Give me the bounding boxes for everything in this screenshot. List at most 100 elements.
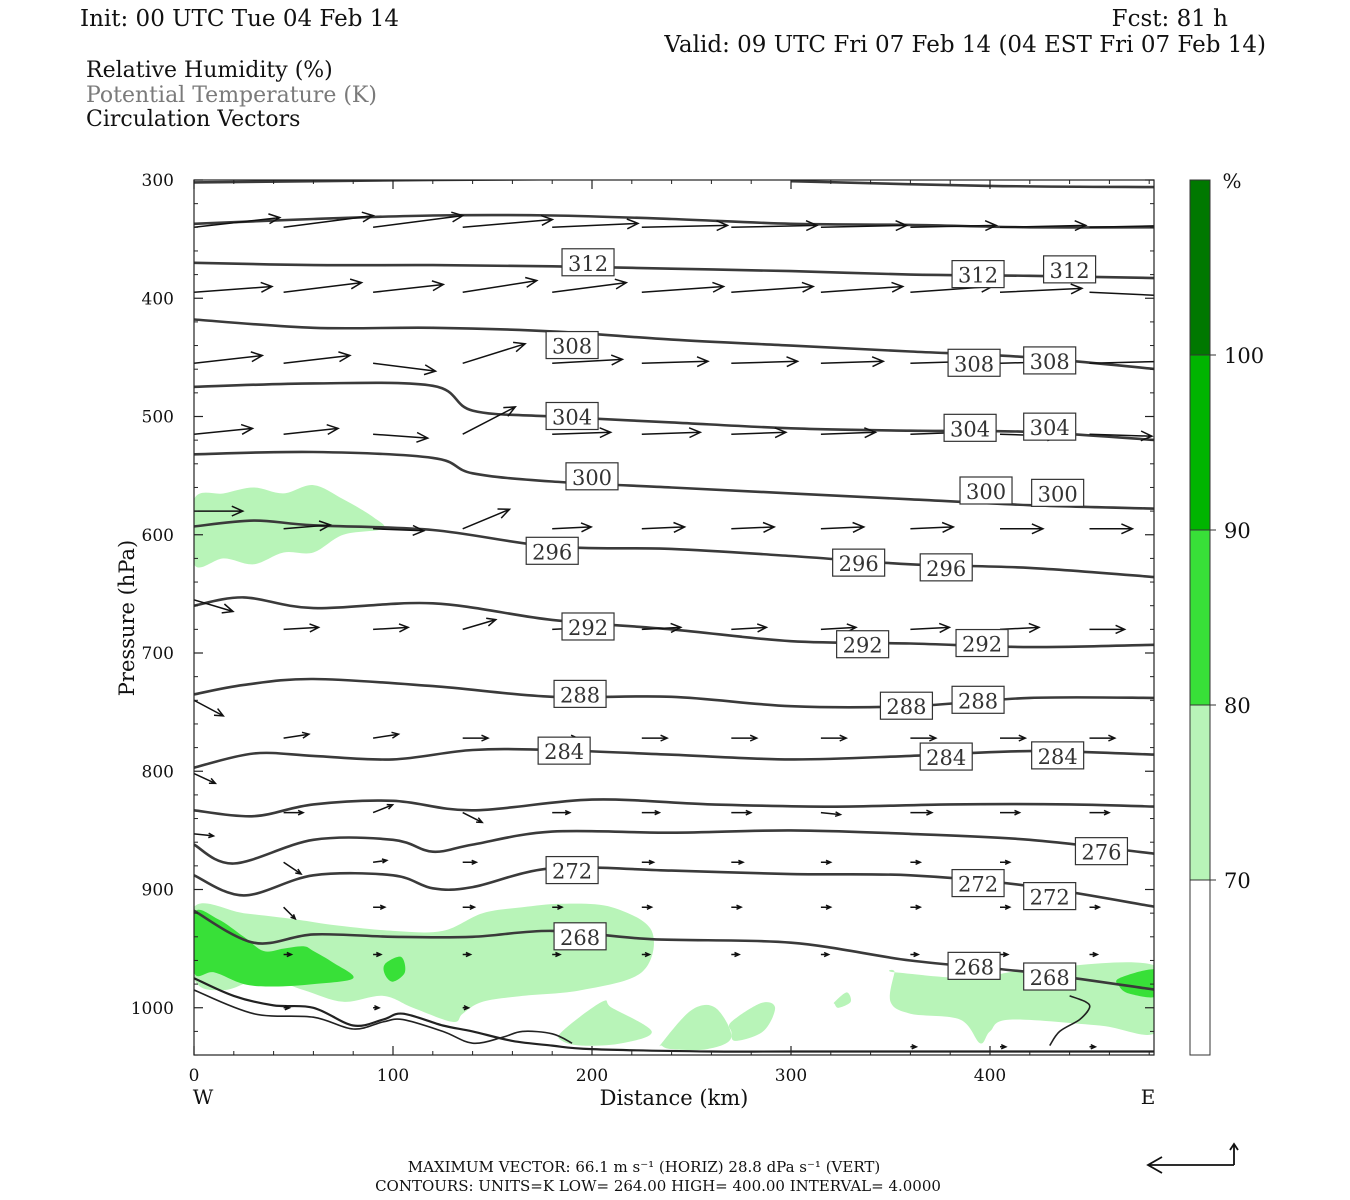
- vector-arrow: [552, 354, 625, 366]
- theta-label-text: 308: [954, 352, 994, 376]
- axes: 300 400 500 600 700 800 900 1000 0 100 200 300 400: [131, 171, 1154, 1086]
- theta-label-box: [525, 536, 579, 565]
- theta-label-304: 304: [1023, 412, 1077, 441]
- theta-label-box: [561, 248, 615, 277]
- vector-arrow: [999, 220, 1088, 232]
- vector-arrow: [1089, 734, 1117, 742]
- vector-arrow: [372, 858, 389, 864]
- vector-arrow: [910, 622, 952, 634]
- vector-arrow: [373, 431, 430, 443]
- theta-label-text: 276: [1081, 841, 1121, 865]
- vector-arrow: [552, 904, 564, 910]
- footer-contours: CONTOURS: UNITS=K LOW= 264.00 HIGH= 400.…: [375, 1177, 941, 1195]
- theta-label-268: 268: [1023, 962, 1077, 991]
- theta-label-312: 312: [951, 260, 1005, 289]
- colorbar-segment: [1190, 180, 1210, 355]
- y-tick-label: 400: [142, 289, 174, 309]
- theta-label-296: 296: [832, 548, 886, 577]
- vector-arrow: [731, 356, 800, 368]
- vector-arrow: [283, 623, 321, 633]
- vector-arrow: [283, 278, 364, 294]
- theta-contour-top-east: [790, 180, 1154, 189]
- vector-arrow: [1089, 904, 1102, 910]
- footer-max-vector: MAXIMUM VECTOR: 66.1 m s⁻¹ (HORIZ) 28.8 …: [408, 1158, 880, 1176]
- theta-contour-296: [194, 519, 1154, 579]
- legend-theta-title: Potential Temperature (K): [86, 83, 377, 108]
- vector-arrow: [283, 211, 376, 229]
- theta-label-text: 312: [568, 252, 608, 276]
- vector-arrow: [731, 904, 743, 910]
- theta-label-box: [951, 260, 1005, 289]
- theta-label-288: 288: [951, 685, 1005, 714]
- x-tick-label: 100: [377, 1066, 409, 1086]
- vector-arrow: [1089, 360, 1154, 365]
- y-tick-label: 900: [142, 881, 174, 901]
- vector-arrow: [820, 427, 878, 439]
- theta-label-296: 296: [919, 553, 973, 582]
- theta-label-box: [951, 685, 1005, 714]
- theta-label-text: 304: [552, 406, 592, 430]
- vector-arrow: [283, 1005, 292, 1011]
- theta-label-box: [943, 413, 997, 442]
- theta-label-308: 308: [545, 330, 599, 360]
- theta-label-300: 300: [959, 476, 1013, 505]
- vector-arrow: [641, 220, 730, 232]
- vector-arrow: [194, 505, 245, 517]
- vector-arrow: [194, 772, 218, 785]
- legend-rh-title: Relative Humidity (%): [86, 58, 333, 83]
- vector-arrow: [641, 809, 662, 816]
- theta-label-text: 296: [839, 552, 879, 576]
- theta-contours: [194, 180, 1154, 991]
- colorbar: 70 80 90 100: [1189, 179, 1264, 1056]
- theta-label-box: [959, 476, 1013, 505]
- theta-label-268: 268: [947, 951, 1001, 980]
- theta-label-text: 292: [962, 633, 1002, 657]
- theta-label-box: [1023, 962, 1077, 991]
- vector-arrow: [1089, 523, 1135, 535]
- vector-arrow: [1000, 951, 1010, 958]
- vector-arrow: [462, 508, 512, 530]
- colorbar-segment: [1190, 530, 1210, 705]
- vector-arrow: [641, 951, 652, 958]
- vector-arrow: [373, 904, 387, 910]
- vector-arrow: [731, 521, 777, 533]
- vector-arrow: [373, 362, 438, 376]
- vector-arrow: [641, 904, 654, 910]
- theta-label-box: [1023, 412, 1077, 441]
- theta-label-box: [1031, 741, 1085, 770]
- theta-label-312: 312: [561, 248, 615, 277]
- theta-label-box: [1074, 837, 1129, 866]
- vector-arrow: [820, 521, 866, 533]
- theta-label-292: 292: [836, 630, 890, 659]
- x-axis-label: Distance (km): [600, 1086, 749, 1110]
- rh-region-rh-80: [383, 956, 406, 982]
- vector-arrow: [283, 520, 333, 532]
- theta-label-292: 292: [955, 628, 1009, 658]
- theta-contour-304: [194, 381, 1154, 442]
- terrain-line: [1049, 995, 1091, 1047]
- theta-label-box: [1023, 346, 1077, 375]
- terrain-line: [194, 989, 573, 1045]
- y-tick-label: 800: [142, 762, 174, 782]
- vector-arrow: [731, 859, 745, 865]
- theta-label-284: 284: [537, 736, 591, 765]
- vector-arrow: [910, 521, 956, 533]
- theta-label-276: 276: [1074, 837, 1129, 866]
- vector-arrow: [372, 731, 401, 739]
- vector-arrow: [283, 731, 311, 739]
- theta-label-text: 300: [1038, 482, 1078, 506]
- rh-region-rh-70: [889, 962, 1154, 1044]
- theta-label-296: 296: [525, 536, 579, 565]
- theta-label-box: [879, 691, 934, 720]
- theta-label-box: [553, 679, 607, 708]
- vector-arrow: [194, 351, 265, 365]
- theta-label-box: [1023, 881, 1077, 911]
- vector-arrow: [731, 734, 759, 742]
- theta-label-text: 296: [532, 540, 572, 564]
- vector-arrow: [552, 522, 594, 533]
- vector-arrow: [910, 904, 923, 910]
- vector-arrow: [1000, 904, 1012, 910]
- theta-label-box: [545, 401, 599, 431]
- theta-label-text: 312: [958, 264, 998, 288]
- vector-arrow: [283, 951, 294, 958]
